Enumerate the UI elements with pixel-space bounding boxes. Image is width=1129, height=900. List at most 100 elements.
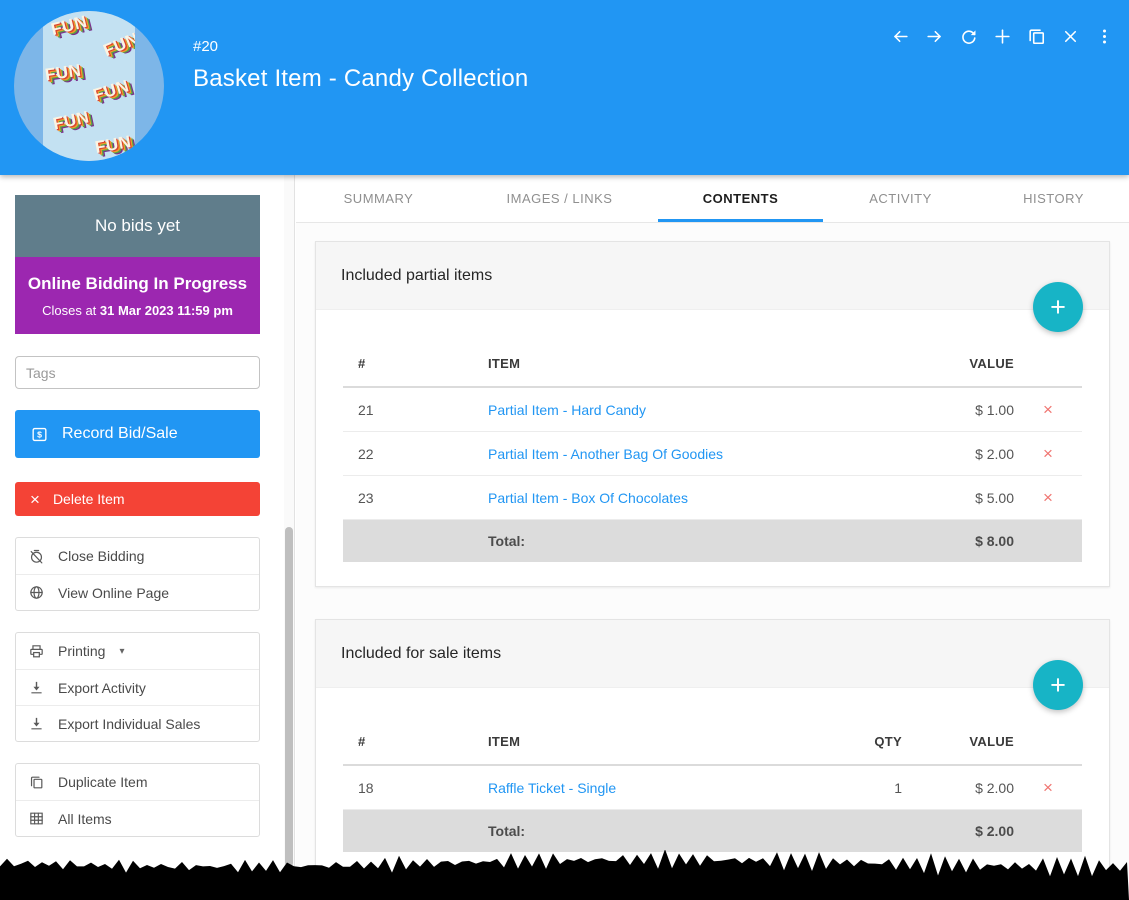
row-number: 22 bbox=[343, 431, 488, 476]
duplicate-item-button[interactable]: Duplicate Item bbox=[16, 764, 259, 800]
column-header-item: ITEM bbox=[488, 344, 902, 388]
row-number: 18 bbox=[343, 765, 488, 810]
caret-down-icon: ▾ bbox=[119, 645, 125, 657]
column-header-actions bbox=[1014, 344, 1082, 388]
remove-row-icon[interactable]: × bbox=[1043, 778, 1053, 797]
total-label: Total: bbox=[488, 809, 822, 852]
tab-contents[interactable]: CONTENTS bbox=[658, 175, 823, 222]
row-value: $ 1.00 bbox=[902, 387, 1014, 432]
close-bidding-button[interactable]: Close Bidding bbox=[16, 538, 259, 574]
total-row: Total: $ 2.00 bbox=[343, 809, 1082, 852]
avatar-fun-text: FUN bbox=[100, 28, 135, 61]
item-link[interactable]: Partial Item - Another Bag Of Goodies bbox=[488, 445, 724, 462]
bidding-status-title: Online Bidding In Progress bbox=[27, 274, 248, 293]
remove-row-icon[interactable]: × bbox=[1043, 400, 1053, 419]
tab-images-links[interactable]: IMAGES / LINKS bbox=[506, 191, 613, 206]
total-label: Total: bbox=[488, 519, 902, 562]
total-value: $ 2.00 bbox=[822, 809, 1014, 852]
item-link[interactable]: Raffle Ticket - Single bbox=[488, 779, 617, 796]
money-icon: $ bbox=[32, 427, 47, 441]
column-header-qty: QTY bbox=[822, 722, 902, 766]
scrollbar-thumb[interactable] bbox=[285, 527, 293, 867]
column-header-value: VALUE bbox=[902, 344, 1014, 388]
total-row: Total: $ 8.00 bbox=[343, 519, 1082, 562]
copy-icon bbox=[30, 776, 43, 788]
item-actions-group: Duplicate Item All Items bbox=[15, 763, 260, 837]
page-title: Basket Item - Candy Collection bbox=[193, 65, 529, 92]
back-arrow-icon[interactable] bbox=[890, 26, 911, 47]
grid-icon bbox=[30, 812, 43, 825]
column-header-num: # bbox=[343, 344, 488, 388]
tab-activity[interactable]: ACTIVITY bbox=[869, 191, 932, 206]
bidding-actions-group: Close Bidding View Online Page bbox=[15, 537, 260, 611]
delete-item-label: Delete Item bbox=[52, 491, 125, 507]
printing-dropdown[interactable]: Printing ▾ bbox=[16, 633, 259, 669]
card-title: Included for sale items bbox=[341, 644, 502, 662]
add-icon[interactable] bbox=[992, 26, 1013, 47]
partial-items-card: Included partial items + # ITEM VALUE bbox=[315, 241, 1110, 587]
add-partial-item-button[interactable]: + bbox=[1033, 282, 1083, 332]
total-value: $ 8.00 bbox=[902, 519, 1014, 562]
column-header-num: # bbox=[343, 722, 488, 766]
row-number: 21 bbox=[343, 387, 488, 432]
remove-row-icon[interactable]: × bbox=[1043, 488, 1053, 507]
printing-export-group: Printing ▾ Export Activity Export Indivi… bbox=[15, 632, 260, 742]
partial-items-table: # ITEM VALUE 21 Partial Item - Hard Cand… bbox=[343, 344, 1082, 562]
add-sale-item-button[interactable]: + bbox=[1033, 660, 1083, 710]
remove-row-icon[interactable]: × bbox=[1043, 444, 1053, 463]
sale-items-card: Included for sale items + # ITEM QTY VAL… bbox=[315, 619, 1110, 877]
export-activity-button[interactable]: Export Activity bbox=[16, 669, 259, 705]
download-icon bbox=[31, 681, 42, 694]
refresh-icon[interactable] bbox=[958, 26, 979, 47]
svg-text:$: $ bbox=[37, 429, 42, 439]
item-photo: FUN FUN FUN FUN FUN FUN bbox=[43, 11, 135, 161]
avatar-fun-text: FUN bbox=[90, 76, 132, 105]
download-icon bbox=[31, 717, 42, 730]
column-header-item: ITEM bbox=[488, 722, 822, 766]
tab-bar: SUMMARY IMAGES / LINKS CONTENTS ACTIVITY… bbox=[296, 175, 1129, 223]
row-value: $ 2.00 bbox=[902, 431, 1014, 476]
export-individual-sales-button[interactable]: Export Individual Sales bbox=[16, 705, 259, 741]
sale-items-table: # ITEM QTY VALUE 18 Raffle Ticket - Sing… bbox=[343, 722, 1082, 852]
title-block: #20 Basket Item - Candy Collection bbox=[193, 38, 528, 93]
card-body: # ITEM VALUE 21 Partial Item - Hard Cand… bbox=[316, 310, 1109, 586]
view-online-page-button[interactable]: View Online Page bbox=[16, 574, 259, 610]
bid-status-banner: No bids yet bbox=[15, 195, 260, 257]
forward-arrow-icon[interactable] bbox=[924, 26, 945, 47]
item-avatar[interactable]: FUN FUN FUN FUN FUN FUN bbox=[14, 11, 164, 161]
bidding-closes-text: Closes at 31 Mar 2023 11:59 pm bbox=[42, 303, 233, 318]
card-header: Included for sale items bbox=[316, 620, 1109, 688]
sidebar-scrollbar[interactable] bbox=[284, 175, 295, 900]
record-bid-sale-button[interactable]: $ Record Bid/Sale bbox=[15, 410, 260, 458]
tab-history[interactable]: HISTORY bbox=[1023, 191, 1084, 206]
delete-item-button[interactable]: × Delete Item bbox=[15, 482, 260, 516]
header-actions bbox=[890, 26, 1115, 47]
avatar-fun-text: FUN bbox=[93, 131, 133, 158]
more-vert-icon[interactable] bbox=[1094, 26, 1115, 47]
row-qty: 1 bbox=[822, 765, 902, 810]
item-link[interactable]: Partial Item - Hard Candy bbox=[488, 401, 646, 418]
card-title: Included partial items bbox=[341, 266, 493, 284]
row-value: $ 5.00 bbox=[902, 475, 1014, 520]
record-bid-sale-label: Record Bid/Sale bbox=[62, 425, 178, 442]
close-icon[interactable] bbox=[1060, 26, 1081, 47]
table-row: 22 Partial Item - Another Bag Of Goodies… bbox=[343, 431, 1082, 476]
card-body: # ITEM QTY VALUE 18 Raffle Ticket - Sing… bbox=[316, 688, 1109, 876]
tags-input[interactable] bbox=[15, 356, 260, 389]
table-row: 23 Partial Item - Box Of Chocolates $ 5.… bbox=[343, 475, 1082, 520]
sidebar: No bids yet Online Bidding In Progress C… bbox=[0, 175, 284, 900]
x-icon: × bbox=[30, 489, 40, 509]
all-items-button[interactable]: All Items bbox=[16, 800, 259, 836]
tab-summary[interactable]: SUMMARY bbox=[343, 191, 414, 206]
duplicate-icon[interactable] bbox=[1026, 26, 1047, 47]
avatar-fun-text: FUN bbox=[51, 107, 91, 134]
app-header: FUN FUN FUN FUN FUN FUN #20 Basket Item … bbox=[0, 0, 1129, 175]
avatar-fun-text: FUN bbox=[49, 11, 90, 40]
card-header: Included partial items bbox=[316, 242, 1109, 310]
column-header-actions bbox=[1014, 722, 1082, 766]
item-link[interactable]: Partial Item - Box Of Chocolates bbox=[488, 489, 688, 506]
tab-content: Included partial items + # ITEM VALUE bbox=[296, 223, 1129, 877]
row-value: $ 2.00 bbox=[902, 765, 1014, 810]
online-bidding-banner: Online Bidding In Progress Closes at 31 … bbox=[15, 257, 260, 334]
